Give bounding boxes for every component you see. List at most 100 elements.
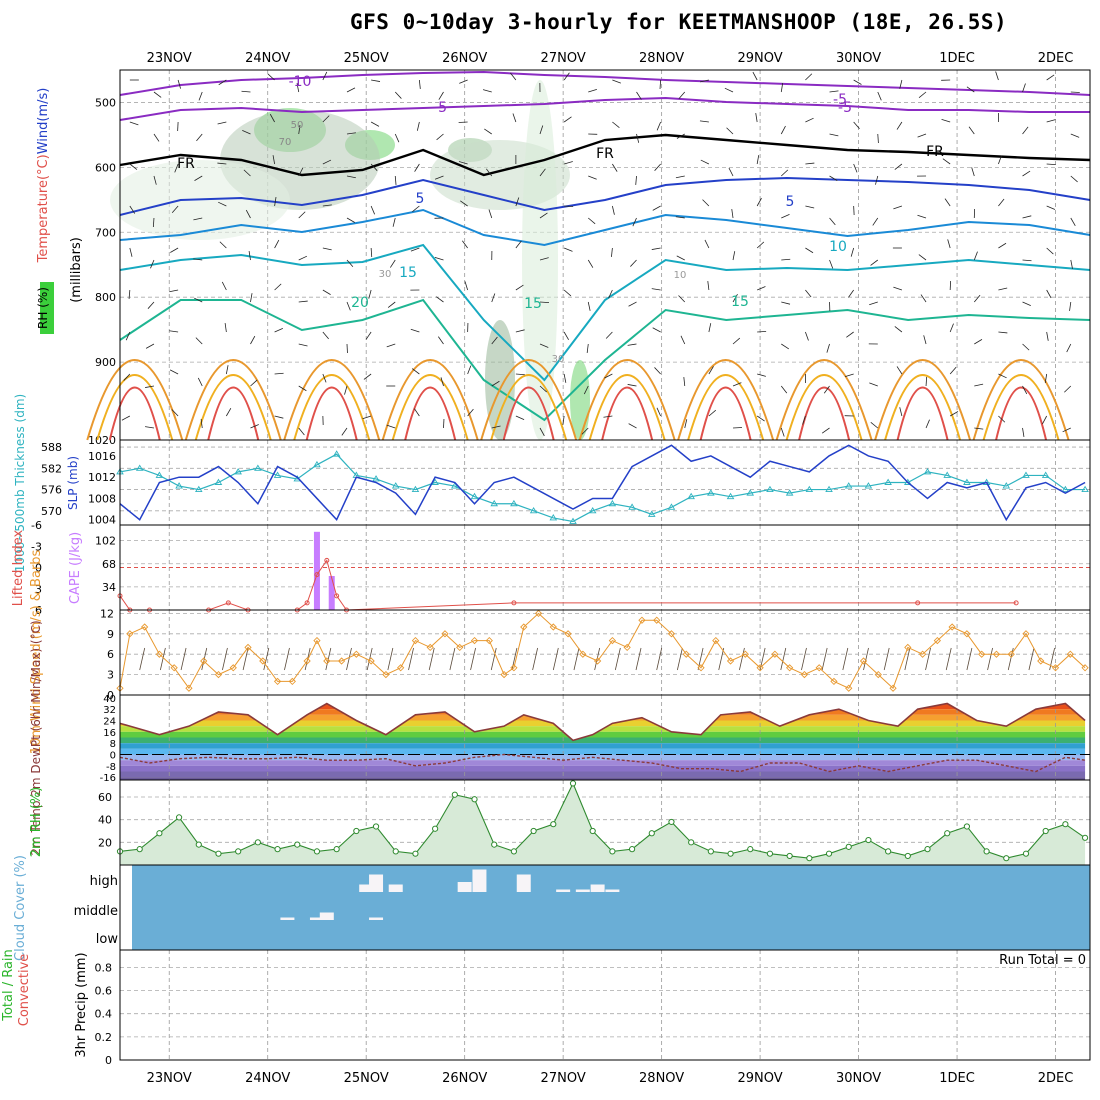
wind-barb (869, 301, 878, 306)
wind-barb (322, 331, 329, 340)
cloud-bar (472, 869, 487, 892)
wind-barb (346, 259, 354, 268)
wind-barb (241, 90, 251, 93)
wind-barb (870, 259, 879, 266)
wind-barb (918, 91, 927, 98)
lifted-index-point (225, 600, 231, 606)
wind-barb (756, 197, 762, 207)
wind-speed-point (313, 636, 321, 645)
wind-barb (918, 254, 927, 261)
rh-point (1042, 827, 1049, 835)
rh-point (885, 848, 892, 855)
wind-barb (1022, 427, 1025, 437)
pressure-tick: 900 (95, 356, 116, 369)
surface-barb (552, 647, 559, 671)
millibars-label: (millibars) (69, 237, 84, 303)
wind-barb (1046, 289, 1052, 299)
wind-speed-point (229, 664, 237, 672)
warm-contour (108, 386, 161, 441)
thickness-point (372, 475, 380, 482)
lifted-index-point (324, 557, 330, 563)
wind-barb (394, 133, 400, 143)
wind-barb (656, 121, 662, 131)
page-title: GFS 0~10day 3-hourly for KEETMANSHOOP (1… (350, 10, 1008, 34)
wind-barb (805, 247, 814, 254)
wind-speed-point (874, 670, 882, 679)
wind-barb (515, 240, 522, 249)
wind-barb (654, 367, 661, 375)
wind-barb (145, 426, 155, 429)
precip-axis-label: 3hr Precip (mm) (74, 952, 89, 1057)
wind-barb (147, 301, 155, 309)
rh-point (530, 827, 537, 835)
rh-point (1062, 821, 1069, 828)
lifted-index-axis-label: Lifted Index (11, 529, 26, 606)
wind-barb (1022, 259, 1032, 262)
pressure-tick: 700 (95, 226, 116, 239)
temp-band (120, 720, 1086, 727)
wind-barb (587, 301, 591, 311)
wind-barb (966, 86, 975, 93)
wind-barb (998, 373, 1007, 379)
wind-axis-label: 10m Wind Speed (m/s) & Barbs (29, 549, 44, 754)
date-label-top: 28NOV (639, 51, 684, 66)
wind-speed-point (303, 657, 311, 665)
rh-point (313, 848, 321, 855)
date-label-bottom: 29NOV (738, 1071, 783, 1086)
wind-barb (872, 217, 879, 226)
cape-tick: 102 (95, 535, 116, 548)
isotherm-line (119, 70, 1091, 96)
lifted-index-point (511, 600, 517, 606)
wind-barb (129, 205, 136, 214)
wind-barb (539, 168, 546, 177)
wind-speed-point (185, 684, 193, 692)
rh-panel: 20 40 60 2m RH (%) (29, 779, 1091, 866)
label-part: (°C) (36, 154, 51, 180)
wind-barb (869, 382, 878, 387)
wind-barb (603, 415, 613, 418)
wind-barb (322, 115, 330, 123)
rh-point (648, 830, 655, 837)
cape-bar (328, 576, 335, 610)
wind-barb (973, 251, 978, 261)
wind-speed-point (273, 677, 282, 686)
isotherm-label: 15 (731, 294, 749, 310)
wind-speed-point (1066, 650, 1074, 658)
wind-barb (386, 424, 396, 429)
surface-barb (987, 647, 993, 671)
wind-barb (250, 379, 258, 387)
wind-speed-point (859, 657, 868, 665)
wind-barb (732, 294, 738, 303)
wind-barb (515, 373, 525, 376)
surface-barb (263, 647, 270, 671)
warm-contour (283, 359, 381, 441)
rh-shading (522, 80, 558, 440)
isotherm-line (119, 96, 1090, 121)
wind-barb (949, 366, 957, 375)
wind-speed-point (608, 636, 617, 645)
wind-barb (170, 247, 179, 253)
wind-barb (370, 205, 376, 215)
wind-barb (893, 205, 903, 210)
wind-barb (467, 365, 472, 375)
rh-point (1081, 834, 1089, 841)
surface-barb (222, 647, 228, 671)
thickness-point (1081, 485, 1089, 493)
wind-speed-point (756, 664, 764, 672)
wind-speed-point (682, 650, 690, 658)
wind-barb (193, 217, 203, 221)
wind-barb (630, 259, 637, 267)
wind-barb (1046, 119, 1056, 123)
wind-barb (365, 331, 372, 340)
wind-barb (274, 239, 280, 249)
wind-barb (702, 199, 710, 207)
wind-barb (998, 331, 1008, 334)
thickness-point (451, 482, 459, 489)
rh-point (294, 841, 301, 848)
rh-point (451, 791, 458, 798)
wind-barb (225, 365, 229, 375)
wind-barb (198, 91, 203, 101)
wind-barb (177, 79, 181, 89)
warm-contour (982, 374, 1060, 441)
